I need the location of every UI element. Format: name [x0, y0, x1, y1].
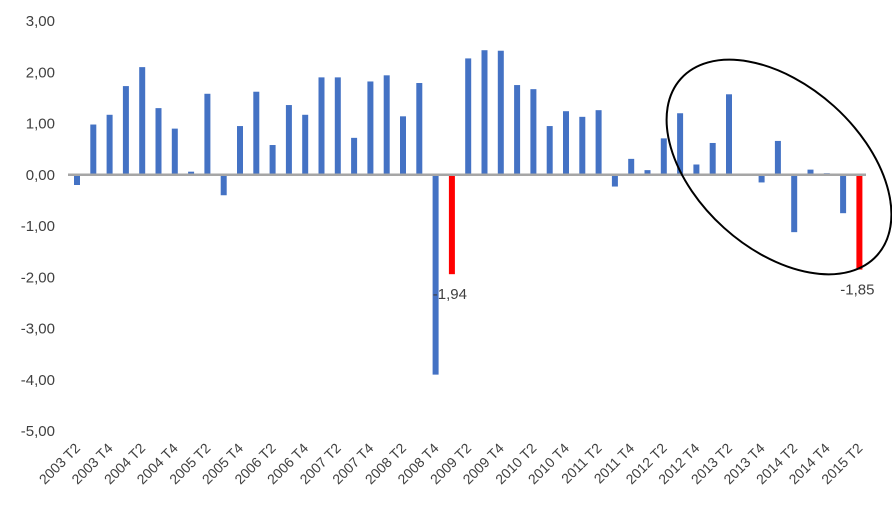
bar: [220, 174, 227, 196]
y-axis-tick-labels: 3,00 2,00 1,00 0,00 -1,00 -2,00 -3,00 -4,00 -5,0…: [21, 13, 55, 440]
y-tick-label: 0,00: [26, 167, 55, 184]
data-label: -1,94: [433, 286, 467, 303]
y-tick-label: -3,00: [21, 321, 55, 338]
y-tick-label: -2,00: [21, 269, 55, 286]
bar: [628, 158, 635, 175]
bar-highlighted: [856, 174, 863, 270]
bar: [302, 114, 309, 175]
bar: [432, 174, 439, 375]
bar: [709, 142, 716, 175]
bar: [367, 81, 374, 175]
bar: [400, 116, 406, 175]
y-tick-label: -1,00: [21, 218, 55, 235]
bar: [171, 128, 178, 175]
bar: [546, 126, 553, 175]
bar: [318, 77, 325, 175]
bar: [334, 77, 341, 175]
bar: [840, 174, 847, 214]
bar: [497, 50, 504, 175]
bar: [383, 75, 390, 175]
bar: [416, 83, 423, 175]
bar: [660, 138, 667, 175]
data-labels: -1,94 -1,85: [433, 282, 875, 304]
bar: [807, 169, 814, 175]
bar: [106, 114, 113, 175]
bar: [204, 93, 211, 175]
bar: [188, 171, 195, 175]
bar-highlighted: [448, 174, 455, 275]
bar: [758, 174, 765, 183]
bar: [481, 50, 488, 175]
y-tick-label: -5,00: [21, 423, 55, 440]
bar: [237, 126, 243, 175]
bar: [285, 105, 292, 175]
bar: [269, 145, 276, 175]
bar: [677, 113, 684, 175]
bar: [791, 174, 798, 233]
bar: [611, 174, 618, 187]
bar: [563, 111, 569, 175]
bar: [139, 67, 146, 175]
bar: [122, 86, 129, 175]
bar: [595, 110, 602, 175]
bar: [774, 140, 781, 175]
bar: [155, 108, 162, 175]
bar: [579, 116, 586, 175]
data-label: -1,85: [840, 282, 874, 299]
bar: [726, 94, 732, 175]
highlight-ellipse: [665, 58, 892, 276]
bar: [693, 164, 700, 175]
y-tick-label: 1,00: [26, 116, 55, 133]
bar: [514, 85, 521, 175]
bars: [74, 50, 863, 375]
bar: [74, 174, 80, 185]
bar: [90, 124, 97, 175]
bar: [644, 170, 651, 175]
y-tick-label: 3,00: [26, 13, 55, 30]
bar: [465, 58, 472, 175]
bar: [253, 91, 260, 175]
bar: [530, 89, 537, 175]
y-tick-label: -4,00: [21, 372, 55, 389]
y-tick-label: 2,00: [26, 64, 55, 81]
bar: [351, 137, 358, 175]
